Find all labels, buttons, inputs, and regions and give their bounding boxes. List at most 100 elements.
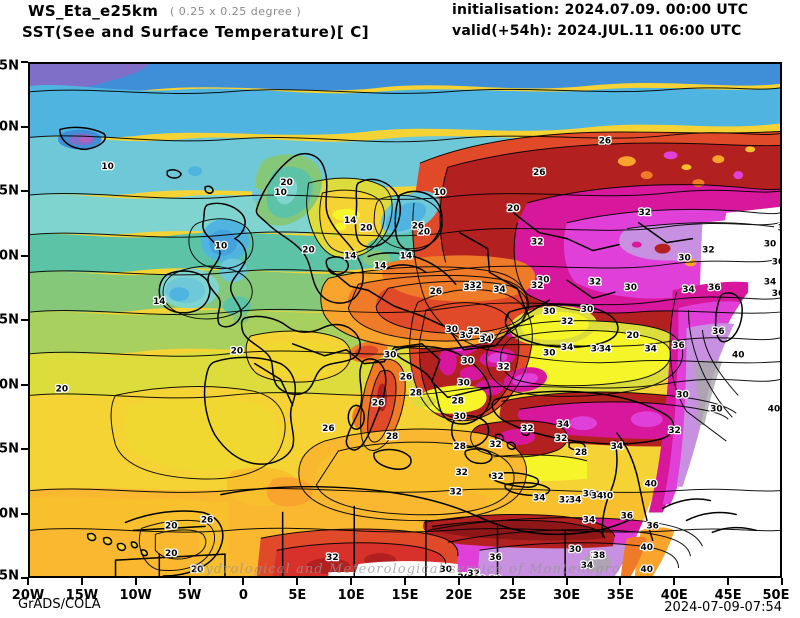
x-tick-label: 25E — [499, 588, 527, 603]
x-tickmark — [457, 578, 460, 585]
x-tick-label: 10E — [337, 588, 365, 603]
svg-text:32: 32 — [668, 426, 680, 436]
svg-text:32: 32 — [450, 488, 462, 498]
chart-header: WS_Eta_e25km ( 0.25 x 0.25 degree ) SST(… — [0, 0, 800, 60]
svg-text:20: 20 — [507, 204, 519, 214]
x-tick-label: 20E — [445, 588, 473, 603]
y-tick-label: 45N — [0, 312, 19, 328]
x-tick-label: 5E — [288, 588, 307, 603]
svg-text:32: 32 — [326, 553, 338, 563]
svg-text:40: 40 — [640, 543, 652, 553]
x-tick-label: 20W — [11, 588, 45, 603]
svg-text:32: 32 — [531, 238, 543, 248]
x-tick-label: 0 — [238, 588, 248, 603]
svg-text:28: 28 — [575, 448, 587, 458]
svg-text:30: 30 — [384, 351, 396, 361]
svg-text:26: 26 — [457, 573, 469, 576]
x-tick-label: 40E — [660, 588, 688, 603]
y-tickmark — [21, 319, 28, 321]
y-tick-label: 65N — [0, 58, 19, 74]
svg-text:30: 30 — [446, 325, 458, 335]
svg-text:36: 36 — [646, 521, 658, 531]
svg-text:36: 36 — [621, 511, 633, 521]
svg-text:32: 32 — [555, 434, 567, 444]
y-tickmark — [21, 512, 28, 515]
generation-timestamp: 2024-07-09-07:54 — [664, 600, 782, 615]
svg-text:10: 10 — [101, 162, 113, 172]
svg-text:14: 14 — [344, 216, 356, 226]
svg-text:32: 32 — [561, 317, 573, 327]
svg-text:26: 26 — [322, 424, 334, 434]
svg-text:14: 14 — [153, 297, 165, 307]
x-tickmark — [242, 578, 245, 585]
svg-text:26: 26 — [599, 136, 611, 146]
svg-text:20: 20 — [231, 347, 243, 357]
svg-text:30: 30 — [537, 275, 549, 285]
y-tickmark — [21, 190, 28, 192]
svg-text:34: 34 — [581, 561, 593, 571]
y-tickmark — [21, 125, 28, 128]
svg-text:30: 30 — [489, 575, 501, 576]
svg-text:34: 34 — [778, 224, 780, 234]
y-tickmark — [21, 448, 28, 450]
y-tick-label: 30N — [0, 506, 19, 521]
svg-text:30: 30 — [440, 565, 452, 575]
x-tickmark — [134, 578, 137, 585]
svg-text:32: 32 — [589, 277, 601, 287]
svg-text:36: 36 — [489, 553, 501, 563]
x-tick-label: 50E — [762, 588, 790, 603]
x-tick-label: 45E — [714, 588, 742, 603]
svg-text:32: 32 — [489, 440, 501, 450]
svg-text:28: 28 — [453, 442, 465, 452]
svg-text:34: 34 — [764, 277, 776, 287]
svg-text:20: 20 — [418, 228, 430, 238]
y-tick-label: 50N — [0, 248, 19, 263]
svg-text:34: 34 — [493, 285, 505, 295]
svg-text:14: 14 — [400, 251, 412, 261]
x-tickmark — [404, 578, 406, 585]
svg-text:30: 30 — [569, 545, 581, 555]
svg-text:36: 36 — [712, 327, 724, 337]
svg-text:34: 34 — [682, 285, 694, 295]
map-plot-area: 10 10 10 10 14 14 14 14 14 20 20 20 20 2… — [28, 62, 782, 578]
x-tickmark — [80, 578, 83, 585]
svg-text:32: 32 — [473, 575, 485, 576]
svg-text:30: 30 — [772, 257, 780, 267]
svg-text:40: 40 — [732, 351, 744, 361]
svg-text:34: 34 — [479, 335, 491, 345]
svg-text:34: 34 — [591, 492, 603, 502]
x-tickmark — [673, 578, 676, 585]
svg-text:20: 20 — [280, 178, 292, 188]
x-tick-label: 15W — [65, 588, 99, 603]
svg-text:20: 20 — [627, 331, 639, 341]
x-tickmark — [296, 578, 299, 585]
svg-text:40: 40 — [640, 565, 652, 575]
y-tickmark — [21, 61, 28, 63]
x-tickmark — [188, 578, 191, 585]
svg-text:32: 32 — [455, 468, 467, 478]
svg-text:26: 26 — [430, 287, 442, 297]
svg-text:30: 30 — [457, 378, 469, 388]
svg-text:20: 20 — [165, 521, 177, 531]
x-tickmark — [619, 578, 622, 585]
x-tickmark — [781, 578, 783, 585]
initialisation-time: initialisation: 2024.07.09. 00:00 UTC — [452, 2, 749, 18]
svg-text:30: 30 — [676, 390, 688, 400]
y-tick-label: 60N — [0, 119, 19, 134]
svg-text:26: 26 — [412, 222, 424, 232]
svg-text:30: 30 — [543, 349, 555, 359]
svg-text:40: 40 — [644, 480, 656, 490]
svg-text:28: 28 — [451, 396, 463, 406]
svg-text:30: 30 — [601, 492, 613, 502]
y-tickmark — [21, 254, 28, 257]
svg-text:38: 38 — [593, 551, 605, 561]
y-tick-label: 35N — [0, 441, 19, 457]
sst-field-heatmap: 10 10 10 10 14 14 14 14 14 20 20 20 20 2… — [30, 64, 780, 576]
svg-text:32: 32 — [497, 363, 509, 373]
x-tickmark — [565, 578, 568, 585]
svg-text:30: 30 — [581, 305, 593, 315]
svg-text:34: 34 — [561, 343, 573, 353]
svg-text:34: 34 — [591, 345, 603, 355]
svg-text:34: 34 — [557, 420, 569, 430]
svg-text:30: 30 — [583, 490, 595, 500]
